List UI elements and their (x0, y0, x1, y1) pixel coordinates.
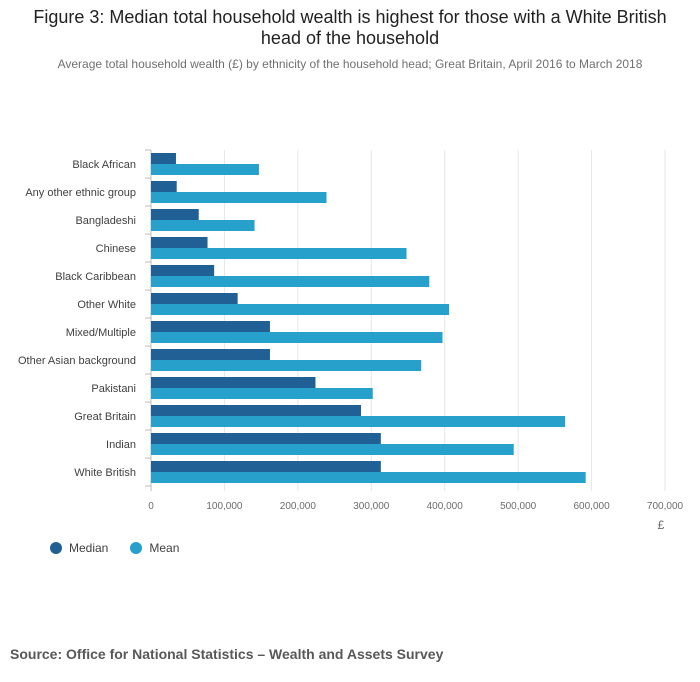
legend-label-median: Median (69, 541, 109, 555)
bar-median (151, 461, 381, 472)
legend-label-mean: Mean (149, 541, 180, 555)
legend-swatch-mean (130, 542, 143, 554)
bar-mean (151, 388, 373, 399)
x-axis-unit-label: £ (658, 518, 665, 532)
bar-mean (151, 248, 407, 259)
bar-mean (151, 164, 259, 175)
category-label: Any other ethnic group (25, 187, 136, 199)
category-label: White British (74, 467, 136, 479)
x-tick-label: 100,000 (206, 501, 243, 512)
chart-legend: Median Mean (50, 541, 179, 555)
bar-mean (151, 276, 430, 287)
bar-mean (151, 416, 566, 427)
category-label: Mixed/Multiple (66, 327, 136, 339)
category-label: Other White (77, 299, 136, 311)
x-tick-label: 400,000 (427, 501, 464, 512)
category-label: Chinese (96, 243, 136, 255)
legend-swatch-median (50, 542, 62, 554)
x-tick-label: 300,000 (353, 501, 390, 512)
bar-mean (151, 444, 514, 455)
bar-median (151, 377, 316, 388)
legend-item-median[interactable]: Median (50, 541, 108, 555)
category-label: Black African (72, 159, 136, 171)
bar-median (151, 237, 208, 248)
x-tick-label: 500,000 (500, 501, 537, 512)
x-tick-label: 600,000 (573, 501, 610, 512)
chart-title: Figure 3: Median total household wealth … (33, 7, 667, 48)
bar-median (151, 293, 238, 304)
category-label: Other Asian background (18, 355, 136, 367)
bar-median (151, 181, 177, 192)
source-note: Source: Office for National Statistics –… (10, 646, 444, 662)
bar-chart: Black African Any other ethnic group Bangl… (18, 149, 684, 532)
bar-mean (151, 304, 450, 315)
bar-mean (151, 220, 255, 231)
legend-item-mean[interactable]: Mean (130, 541, 179, 555)
bar-median (151, 265, 215, 276)
bar-mean (151, 332, 443, 343)
category-label: Pakistani (91, 383, 136, 395)
bar-median (151, 433, 381, 444)
bar-median (151, 209, 199, 220)
x-tick-label: 200,000 (280, 501, 317, 512)
bar-median (151, 405, 362, 416)
bar-median (151, 321, 270, 332)
category-label: Bangladeshi (75, 215, 136, 227)
bar-mean (151, 192, 327, 203)
bar-median (151, 349, 270, 360)
x-tick-label: 700,000 (647, 501, 684, 512)
bar-mean (151, 472, 586, 483)
chart-subtitle: Average total household wealth (£) by et… (57, 57, 643, 71)
x-tick-label: 0 (148, 501, 154, 512)
category-label: Black Caribbean (55, 271, 136, 283)
category-label: Indian (106, 439, 136, 451)
bar-mean (151, 360, 422, 371)
bar-median (151, 153, 176, 164)
category-label: Great Britain (74, 411, 136, 423)
